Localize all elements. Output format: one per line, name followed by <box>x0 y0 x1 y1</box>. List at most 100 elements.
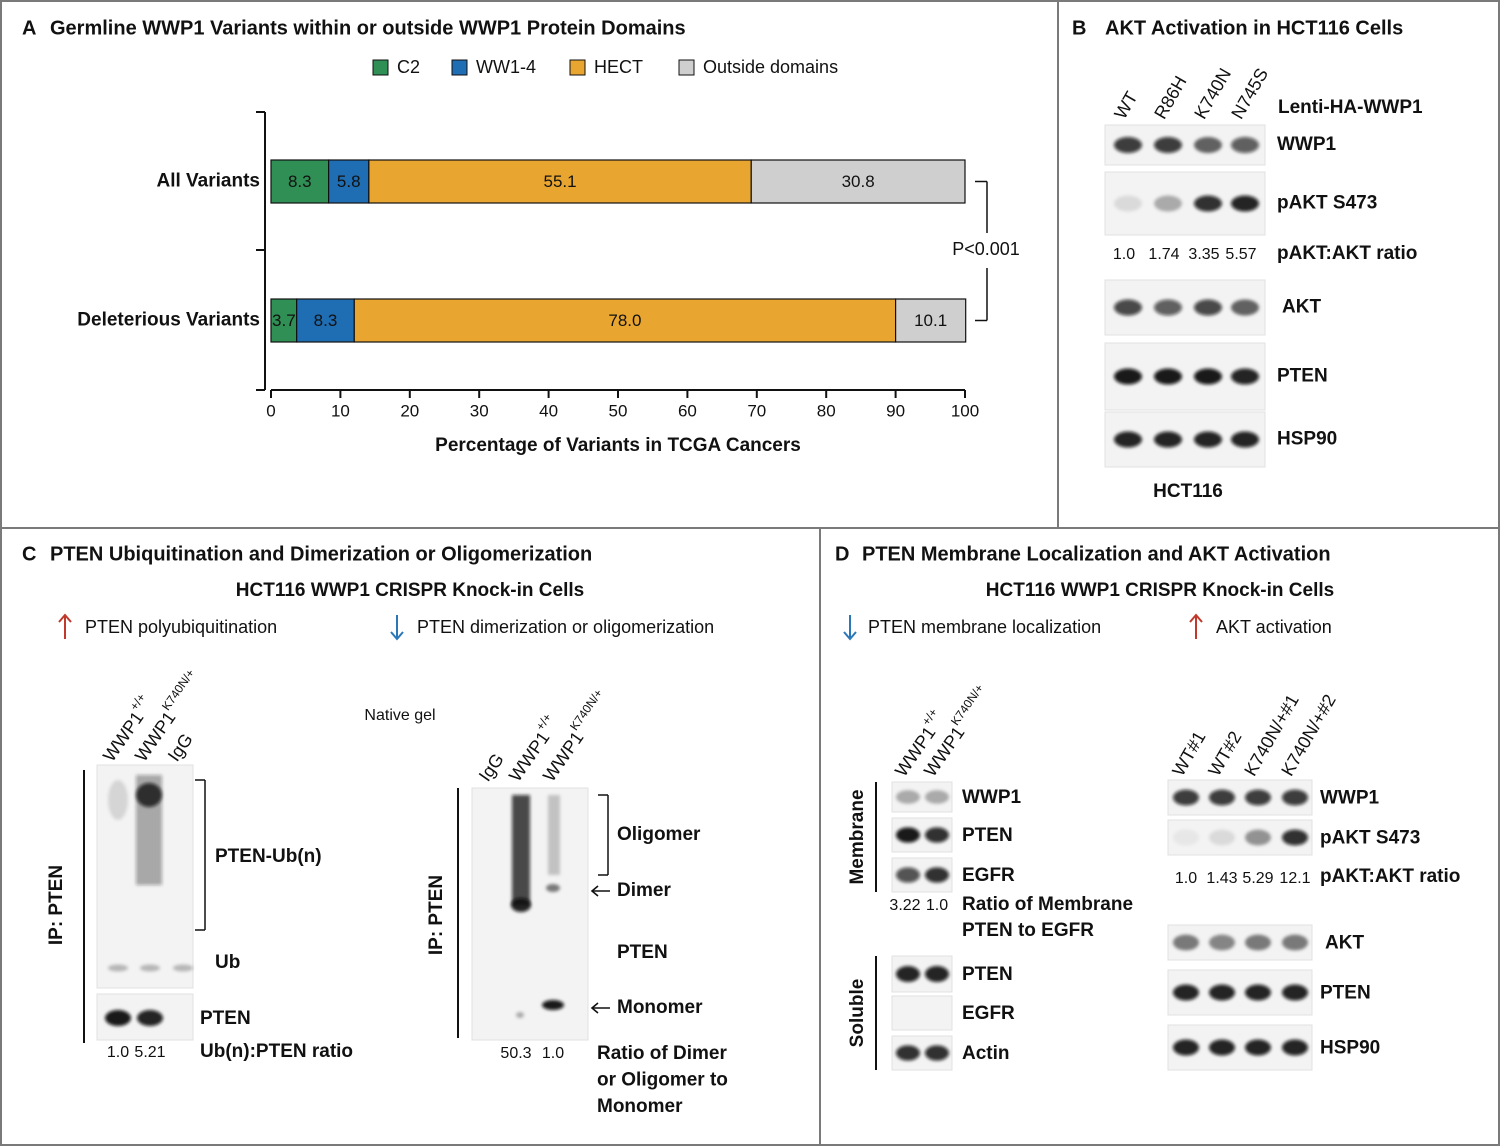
effect-label: PTEN dimerization or oligomerization <box>417 617 714 637</box>
panel-subtitle: HCT116 WWP1 CRISPR Knock-in Cells <box>236 580 584 601</box>
blot-band <box>108 780 128 820</box>
value-label: 5.8 <box>337 172 361 191</box>
blot-band <box>1282 984 1308 1001</box>
blot-band <box>516 1012 524 1018</box>
blot-band <box>1194 195 1222 212</box>
value-label: 3.7 <box>272 311 296 330</box>
blot-band <box>1245 934 1271 951</box>
ratio: 5.29 <box>1242 870 1273 887</box>
panel-letter: D <box>835 543 849 565</box>
cell-line: HCT116 <box>1153 481 1223 502</box>
blot-smear <box>512 795 530 905</box>
ratio: 1.74 <box>1148 246 1179 263</box>
ratio-label: Ub(n):PTEN ratio <box>200 1041 353 1062</box>
panel-title: PTEN Ubiquitination and Dimerization or … <box>50 543 592 565</box>
legend-swatch <box>569 59 586 76</box>
ip-label: IP: PTEN <box>426 875 447 955</box>
ratio: 1.0 <box>926 897 948 914</box>
legend-label: WW1-4 <box>476 57 536 77</box>
blot-band <box>896 1045 920 1061</box>
blot-band <box>1173 984 1199 1001</box>
blot-band <box>1282 1039 1308 1056</box>
blot-band <box>1173 1039 1199 1056</box>
blot-band <box>896 790 920 804</box>
blot-label: Oligomer <box>617 824 701 845</box>
blot-band <box>1231 137 1259 153</box>
panel-title: AKT Activation in HCT116 Cells <box>1105 17 1403 39</box>
x-tick-label: 100 <box>951 401 979 420</box>
blot-label: WWP1 <box>1320 788 1380 809</box>
effect-label: AKT activation <box>1216 617 1332 637</box>
blot-band <box>1194 368 1222 385</box>
blot-band <box>1209 984 1235 1001</box>
x-tick-label: 20 <box>400 401 419 420</box>
effect-arrow-head <box>1189 613 1203 623</box>
group-label: Soluble <box>847 979 868 1048</box>
blot-band <box>1114 368 1142 385</box>
blot-band <box>105 1010 131 1026</box>
blot-band <box>1154 195 1182 212</box>
blot-band <box>1194 137 1222 153</box>
blot-label: pAKT S473 <box>1277 193 1377 214</box>
blot-band <box>1245 1039 1271 1056</box>
blot-label: AKT <box>1325 933 1364 954</box>
value-label: 78.0 <box>608 311 641 330</box>
blot-band <box>925 966 949 982</box>
blot-label: pAKT S473 <box>1320 828 1420 849</box>
bar-segment <box>270 159 330 204</box>
x-tick-label: 40 <box>539 401 558 420</box>
x-tick-label: 70 <box>747 401 766 420</box>
bar-segment <box>368 159 752 204</box>
blot-band <box>1154 431 1182 448</box>
blot-band <box>1209 934 1235 951</box>
blot-band <box>1114 431 1142 448</box>
blot-label: AKT <box>1282 297 1321 318</box>
blot-band <box>1231 299 1259 316</box>
x-tick-label: 50 <box>609 401 628 420</box>
blot-band <box>136 783 162 807</box>
panel-subtitle: HCT116 WWP1 CRISPR Knock-in Cells <box>986 580 1334 601</box>
blot-label: WWP1 <box>1277 134 1337 155</box>
blot-band <box>1245 789 1271 806</box>
category-label: All Variants <box>157 171 261 192</box>
blot-band <box>546 884 560 892</box>
ratio-label: Ratio of Membrane <box>962 894 1133 915</box>
blot-band <box>108 964 128 972</box>
ratio: 1.0 <box>1113 246 1135 263</box>
value-label: 30.8 <box>842 172 875 191</box>
ratio: 3.22 <box>889 897 920 914</box>
blot-label: PTEN <box>617 942 668 963</box>
blot-smear <box>548 795 560 875</box>
blot-label: Dimer <box>617 880 671 901</box>
chart-title: Germline WWP1 Variants within or outside… <box>50 17 686 39</box>
blot-band <box>1282 934 1308 951</box>
value-label: 8.3 <box>288 172 312 191</box>
blot-band <box>1209 829 1235 846</box>
bar-segment <box>328 159 370 204</box>
blot-label: Monomer <box>617 997 703 1018</box>
group-label: Membrane <box>847 789 868 884</box>
blot-band <box>511 898 531 912</box>
ratio: 5.57 <box>1225 246 1256 263</box>
pointer-arrow-head <box>590 885 599 897</box>
blot-label: PTEN <box>962 964 1013 985</box>
blot-label: Ub <box>215 952 240 973</box>
blot-label: Actin <box>962 1043 1010 1064</box>
blot-label: PTEN <box>200 1008 251 1029</box>
bar-segment <box>750 159 966 204</box>
blot-band <box>925 1045 949 1061</box>
panel-title: PTEN Membrane Localization and AKT Activ… <box>862 543 1331 565</box>
blot-label: PTEN <box>1320 983 1371 1004</box>
construct-label: Lenti-HA-WWP1 <box>1278 97 1423 118</box>
ratio: 1.0 <box>542 1045 564 1062</box>
blot-band <box>1231 368 1259 385</box>
blot-band <box>1173 829 1199 846</box>
ratio: 5.21 <box>134 1044 165 1061</box>
x-tick-label: 0 <box>266 401 275 420</box>
blot-band <box>1154 368 1182 385</box>
blot-label: HSP90 <box>1320 1038 1380 1059</box>
pointer-arrow-head <box>590 1002 599 1014</box>
category-label: Deleterious Variants <box>77 310 260 331</box>
